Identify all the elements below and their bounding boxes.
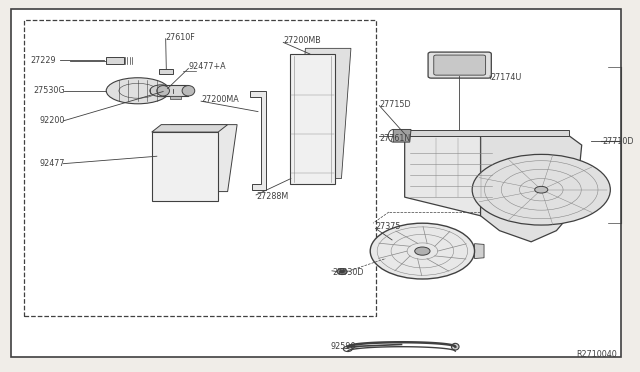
Polygon shape — [296, 48, 351, 179]
Ellipse shape — [343, 346, 352, 352]
Text: 27174U: 27174U — [491, 73, 522, 82]
Ellipse shape — [534, 186, 548, 193]
Text: 92590: 92590 — [330, 342, 356, 351]
Ellipse shape — [472, 154, 611, 225]
Bar — [159, 68, 173, 74]
Ellipse shape — [340, 270, 344, 273]
Bar — [24, 20, 376, 316]
Text: 92200: 92200 — [39, 116, 65, 125]
Text: 27530G: 27530G — [33, 86, 65, 95]
Text: 27761N: 27761N — [380, 134, 411, 143]
Ellipse shape — [157, 86, 170, 96]
Ellipse shape — [370, 223, 474, 279]
Text: 92477+A: 92477+A — [188, 62, 226, 71]
Text: 27530D: 27530D — [332, 268, 364, 277]
Ellipse shape — [182, 86, 195, 96]
FancyBboxPatch shape — [434, 55, 486, 75]
Text: 27715D: 27715D — [380, 100, 411, 109]
Bar — [106, 57, 124, 64]
Polygon shape — [474, 244, 484, 259]
Text: 27375: 27375 — [376, 222, 401, 231]
Polygon shape — [152, 132, 218, 201]
Text: 92477: 92477 — [39, 159, 65, 168]
Text: 27710D: 27710D — [602, 137, 634, 146]
Bar — [170, 96, 182, 99]
Text: 27610F: 27610F — [166, 33, 195, 42]
Text: 27229: 27229 — [30, 56, 56, 65]
Text: 27200MB: 27200MB — [284, 36, 321, 45]
Ellipse shape — [150, 85, 173, 97]
Polygon shape — [289, 54, 335, 184]
Polygon shape — [161, 125, 237, 192]
Ellipse shape — [337, 269, 347, 275]
Polygon shape — [481, 136, 582, 242]
Ellipse shape — [415, 247, 430, 255]
Polygon shape — [404, 130, 569, 136]
Bar — [163, 85, 188, 96]
Polygon shape — [394, 129, 411, 142]
Polygon shape — [404, 136, 506, 216]
Ellipse shape — [106, 78, 170, 104]
Polygon shape — [152, 125, 228, 132]
Text: 27200MA: 27200MA — [201, 95, 239, 104]
Ellipse shape — [451, 343, 459, 350]
Polygon shape — [250, 91, 266, 190]
Text: 27288M: 27288M — [256, 192, 289, 201]
FancyBboxPatch shape — [428, 52, 492, 78]
Text: R2710040: R2710040 — [576, 350, 616, 359]
